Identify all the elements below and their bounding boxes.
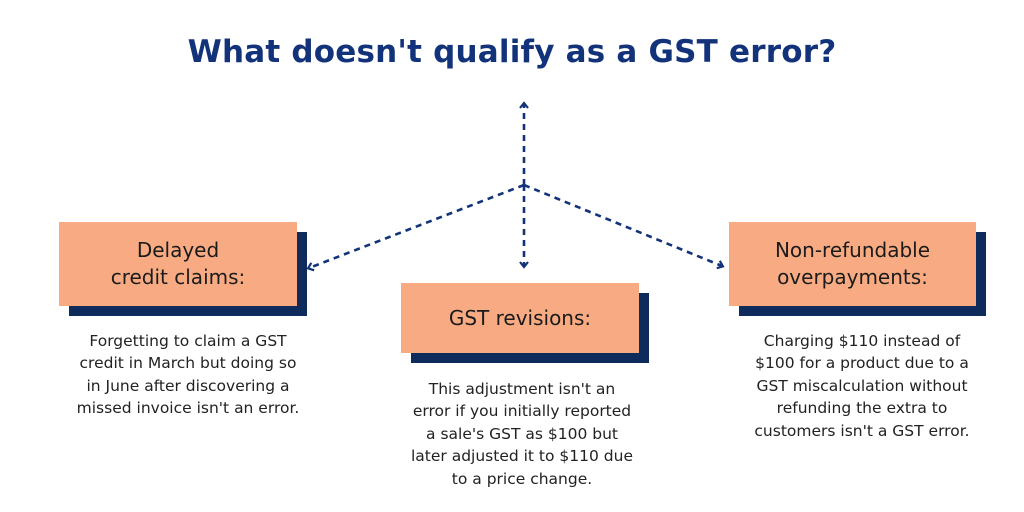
card-description: Charging $110 instead of $100 for a prod… bbox=[754, 332, 970, 440]
card-box: Non-refundable overpayments: bbox=[729, 222, 976, 306]
arrow-left bbox=[306, 183, 525, 272]
card-description: Forgetting to claim a GST credit in Marc… bbox=[76, 332, 300, 418]
card-delayed-credit-claims: Delayed credit claims: bbox=[59, 222, 307, 316]
card-heading: GST revisions: bbox=[448, 305, 592, 330]
card-box: Delayed credit claims: bbox=[59, 222, 297, 306]
diagram-title: What doesn't qualify as a GST error? bbox=[187, 34, 837, 70]
card-description: This adjustment isn't an error if you in… bbox=[410, 380, 633, 488]
card-heading: Delayed credit claims: bbox=[110, 238, 246, 289]
card-heading: Non-refundable overpayments: bbox=[774, 238, 931, 289]
card-box: GST revisions: bbox=[401, 283, 639, 353]
arrow-right bbox=[523, 183, 725, 270]
card-non-refundable-overpayments: Non-refundable overpayments: bbox=[729, 222, 986, 316]
card-gst-revisions: GST revisions: bbox=[401, 283, 649, 363]
